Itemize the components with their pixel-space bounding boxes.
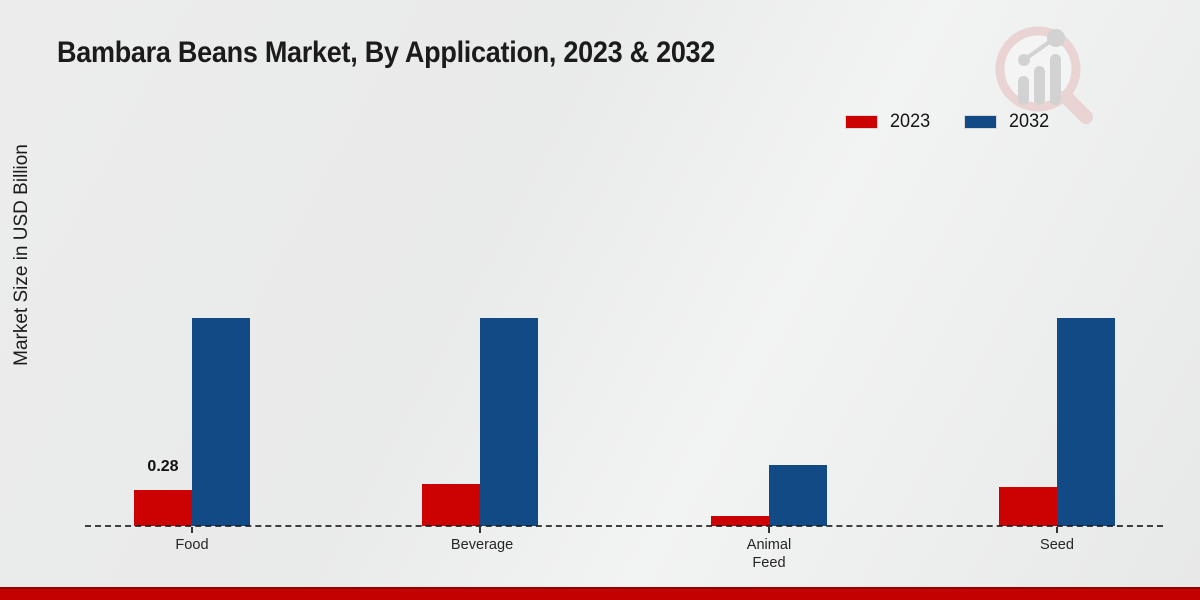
bar-value-label: 0.28 [147,458,179,475]
legend-item-2032: 2032 [964,111,1051,133]
x-axis-tick [1056,527,1058,533]
x-axis-tick [191,527,193,533]
footer-red-band [0,587,1200,600]
bar-animal-feed-2032 [769,465,827,526]
legend-label-2032: 2032 [1009,111,1050,132]
bar-seed-2032 [1057,318,1115,526]
category-label-seed: Seed [1039,536,1074,553]
legend-swatch-2032 [964,115,998,129]
magnifier-barchart-logo [995,26,1093,124]
category-label-beverage: Beverage [450,536,514,553]
chart-title: Bambara Beans Market, By Application, 20… [57,36,716,69]
bar-beverage-2032 [480,318,538,526]
bar-food-2032 [192,318,250,526]
x-axis-tick [479,527,481,533]
x-axis-tick [768,527,770,533]
category-label-animal-feed: Animal Feed [746,536,792,571]
bar-food-2023 [134,490,192,526]
bar-beverage-2023 [422,484,480,526]
legend: 2023 2032 [845,111,1052,133]
legend-swatch-2023 [845,115,878,129]
x-axis-line [85,525,1163,527]
legend-label-2023: 2023 [890,111,931,132]
legend-item-2023: 2023 [845,111,932,133]
category-label-food: Food [175,536,209,553]
bar-seed-2023 [999,487,1057,526]
bar-animal-feed-2023 [711,516,769,526]
